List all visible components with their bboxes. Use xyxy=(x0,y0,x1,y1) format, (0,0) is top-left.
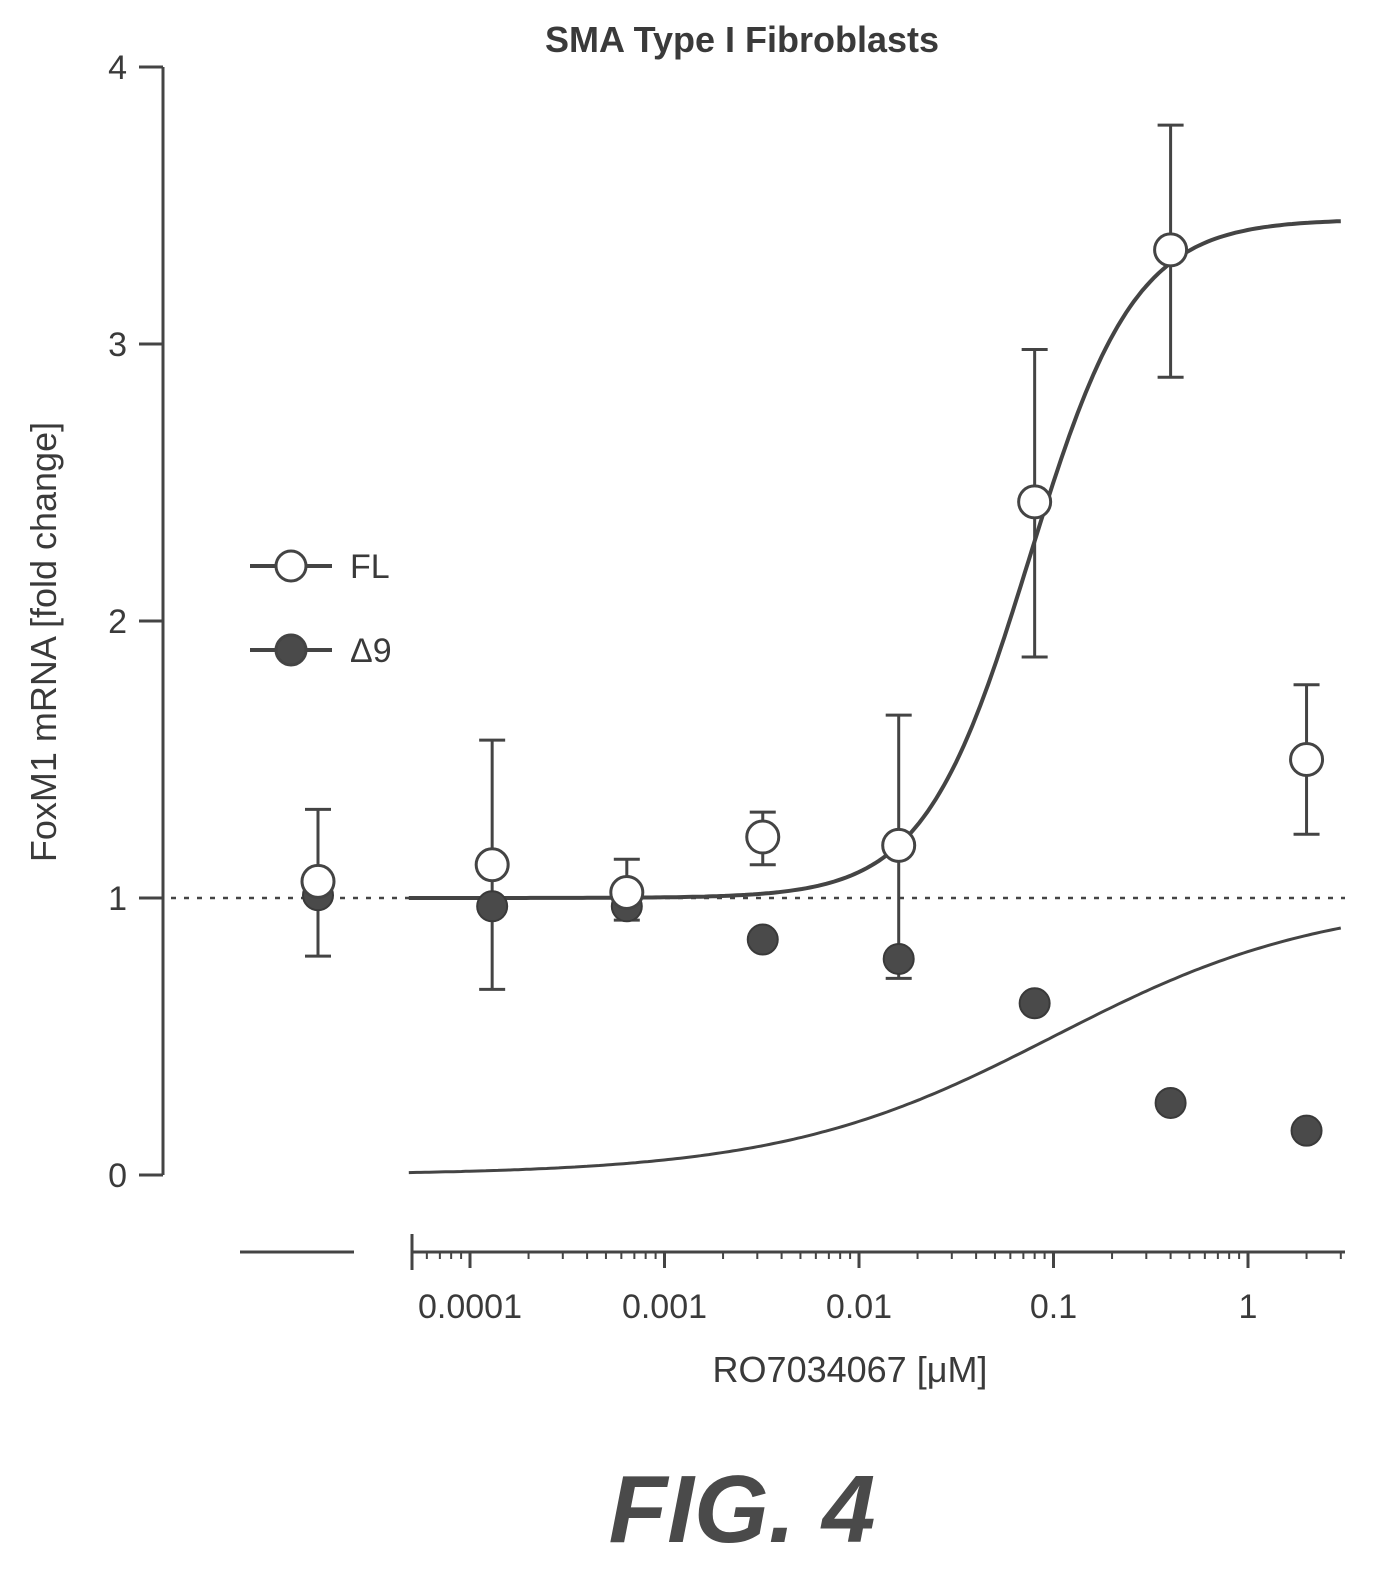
fl-point xyxy=(609,874,645,910)
y-tick-label: 0 xyxy=(108,1157,127,1195)
y-axis: 0 1 2 3 4 xyxy=(108,49,165,1195)
delta9-point xyxy=(1154,1086,1187,1119)
x-axis-label: RO7034067 [μM] xyxy=(713,1349,988,1390)
fit-curve-delta9 xyxy=(408,926,1342,1175)
legend-open-circle-marker xyxy=(274,549,308,583)
x-tick-label: 0.01 xyxy=(826,1288,892,1326)
legend-entry-fl: FL xyxy=(250,548,390,586)
fl-point xyxy=(881,827,917,863)
y-tick-label: 3 xyxy=(108,326,127,364)
chart-title: SMA Type I Fibroblasts xyxy=(545,19,939,60)
legend-label-fl: FL xyxy=(350,548,390,586)
fit-curves xyxy=(408,219,1342,1175)
legend-filled-circle-marker xyxy=(274,633,308,667)
fl-point xyxy=(745,819,781,855)
y-axis-label: FoxM1 mRNA [fold change] xyxy=(23,422,64,862)
data-markers xyxy=(300,232,1325,1147)
fl-point-control xyxy=(300,863,336,899)
fl-point xyxy=(1289,742,1325,777)
x-tick-label: 0.1 xyxy=(1030,1288,1077,1326)
y-tick-label: 1 xyxy=(108,880,127,918)
x-tick-label: 0.0001 xyxy=(418,1288,522,1326)
legend-entry-delta9: Δ9 xyxy=(250,632,392,670)
y-tick-label: 4 xyxy=(108,49,127,87)
legend: FL Δ9 xyxy=(250,548,392,670)
fit-curve-fl xyxy=(408,219,1341,900)
fl-point xyxy=(1017,484,1053,520)
delta9-point xyxy=(476,890,509,923)
delta9-point xyxy=(882,942,915,975)
delta9-point xyxy=(1290,1114,1323,1147)
fl-point xyxy=(474,847,510,883)
delta9-point xyxy=(746,923,779,956)
fl-point xyxy=(1153,232,1189,268)
x-axis: 0.0001 0.001 0.01 0.1 1 xyxy=(240,1234,1345,1326)
x-tick-label: 1 xyxy=(1239,1288,1258,1326)
legend-label-delta9: Δ9 xyxy=(350,632,392,670)
delta9-point xyxy=(1018,987,1051,1020)
y-tick-label: 2 xyxy=(108,603,127,641)
figure-label: FIG. 4 xyxy=(609,1456,876,1563)
x-tick-label: 0.001 xyxy=(622,1288,707,1326)
